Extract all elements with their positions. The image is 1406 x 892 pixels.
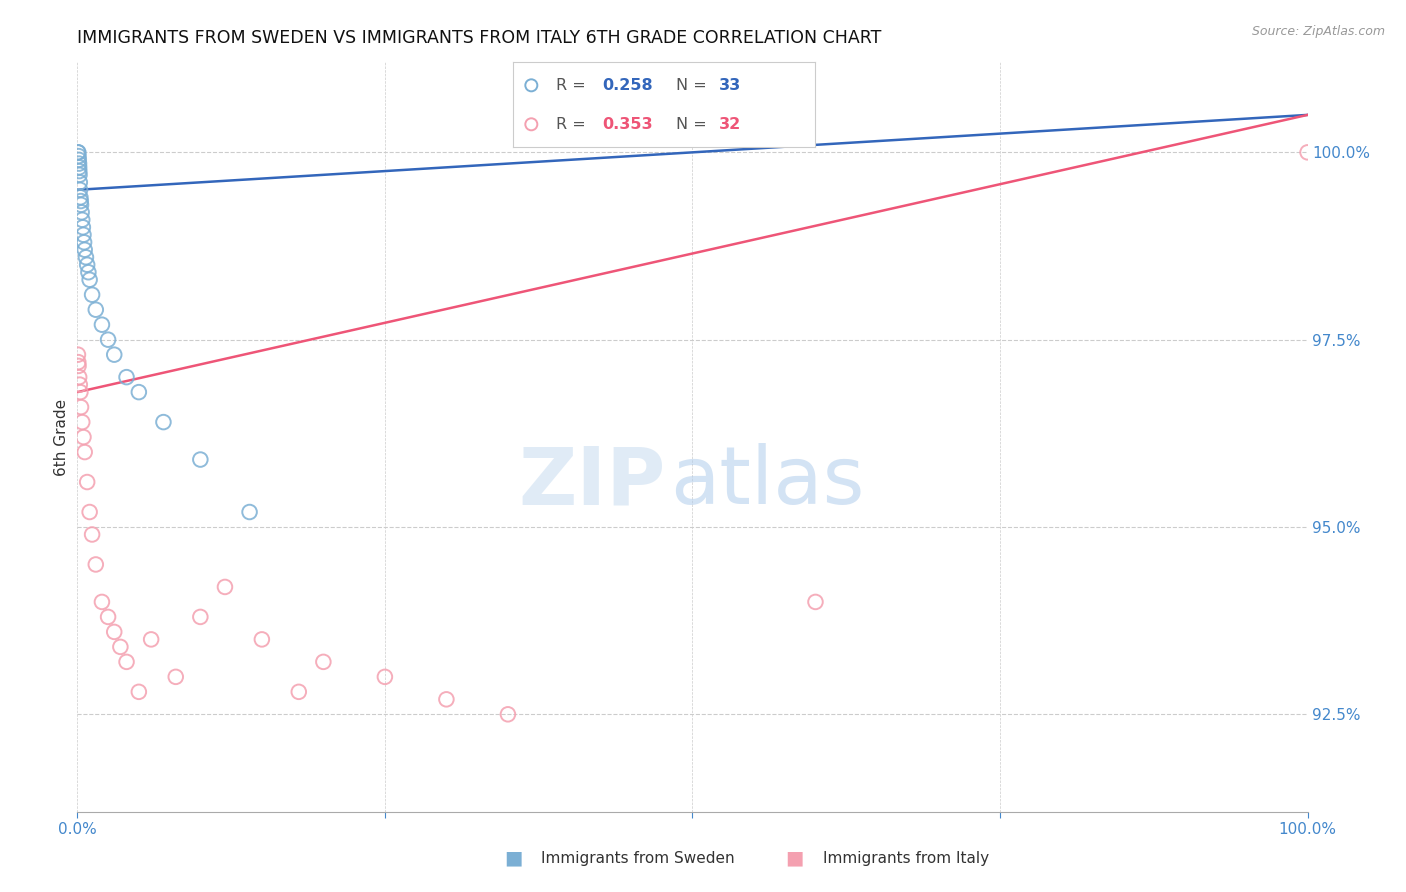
Point [165,670,187,684]
Point [76,475,98,489]
Point [70,205,93,219]
Text: 33: 33 [718,78,741,93]
Point [72,227,94,242]
Point [312,655,335,669]
Text: N =: N = [676,78,713,93]
Point [496,707,519,722]
Point [73,243,96,257]
Point [69,183,91,197]
Point [82,287,104,301]
Point [69,377,91,392]
Point [804,595,827,609]
Point [67,161,90,175]
Point [67,370,90,384]
Point [75,250,97,264]
Point [69,175,91,189]
Point [520,117,543,131]
Point [67,355,90,369]
Point [72,220,94,235]
Point [69,168,91,182]
Point [90,595,114,609]
Point [110,640,132,654]
Point [72,430,94,444]
Point [84,558,107,572]
Text: 0.353: 0.353 [602,117,652,132]
Point [188,452,212,467]
Text: Source: ZipAtlas.com: Source: ZipAtlas.com [1251,25,1385,38]
Point [97,610,120,624]
Text: ■: ■ [503,848,523,868]
Point [67,359,90,373]
Point [69,194,91,208]
Y-axis label: 6th Grade: 6th Grade [53,399,69,475]
Point [128,385,150,400]
Point [1296,145,1319,160]
Text: R =: R = [555,117,591,132]
Point [77,265,100,279]
Point [69,190,91,204]
Point [374,670,396,684]
Point [79,273,101,287]
Point [67,149,90,163]
Point [103,624,125,639]
Text: R =: R = [555,78,591,93]
Point [103,348,125,362]
Point [69,385,91,400]
Point [84,302,107,317]
Point [66,348,89,362]
Point [128,685,150,699]
Text: 32: 32 [718,117,741,132]
Text: ZIP: ZIP [519,443,665,521]
Point [152,415,174,429]
Point [188,610,212,624]
Point [67,153,90,167]
Point [73,235,96,250]
Point [70,198,93,212]
Text: atlas: atlas [671,443,865,521]
Text: ■: ■ [785,848,804,868]
Point [115,370,138,384]
Point [76,258,98,272]
Point [115,655,138,669]
Point [67,164,90,178]
Point [250,632,273,647]
Text: N =: N = [676,117,713,132]
Point [288,685,311,699]
Text: Immigrants from Sweden: Immigrants from Sweden [541,851,735,865]
Point [70,400,93,414]
Text: Immigrants from Italy: Immigrants from Italy [823,851,988,865]
Text: 0.258: 0.258 [602,78,652,93]
Point [239,505,262,519]
Point [66,145,89,160]
Point [82,527,104,541]
Point [436,692,458,706]
Point [73,445,96,459]
Point [70,415,93,429]
Point [214,580,236,594]
Point [67,145,90,160]
Point [141,632,163,647]
Text: IMMIGRANTS FROM SWEDEN VS IMMIGRANTS FROM ITALY 6TH GRADE CORRELATION CHART: IMMIGRANTS FROM SWEDEN VS IMMIGRANTS FRO… [77,29,882,47]
Point [97,333,120,347]
Point [79,505,101,519]
Point [70,212,93,227]
Point [67,156,90,170]
Point [520,78,543,93]
Point [90,318,114,332]
